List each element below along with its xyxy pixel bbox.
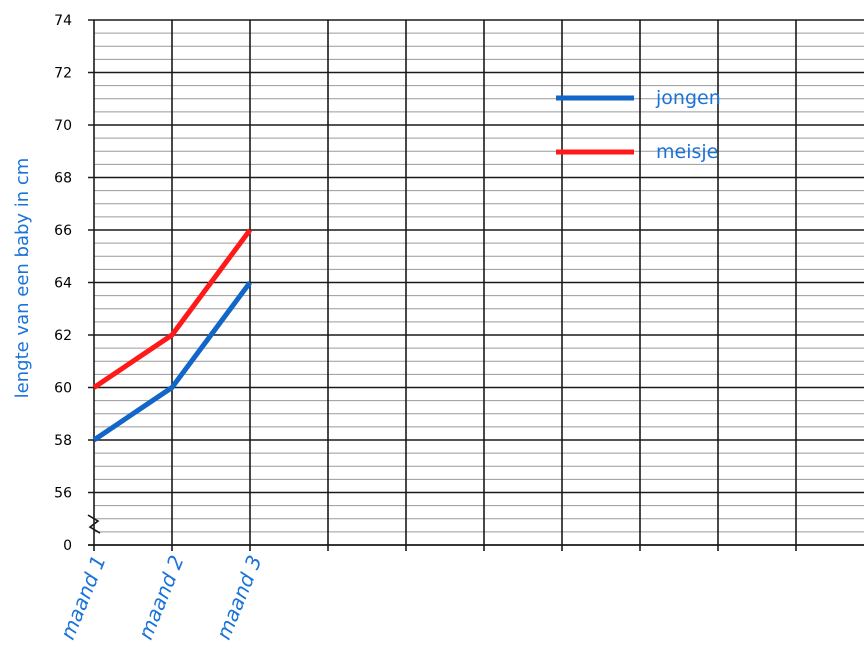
y-axis-label: lengte van een baby in cm: [12, 158, 33, 399]
y-tick-label: 74: [54, 13, 72, 29]
x-tick-label: maand 2: [133, 552, 188, 643]
x-tick-label: maand 3: [211, 552, 266, 643]
y-tick-label: 66: [54, 223, 72, 239]
y-tick-label: 64: [54, 276, 72, 292]
y-tick-label: 72: [54, 66, 72, 82]
legend-label-meisje: meisje: [656, 141, 718, 163]
x-tick-label: maand 1: [55, 552, 110, 643]
axis-break-mark: [87, 514, 101, 534]
y-tick-label: 68: [54, 171, 72, 187]
legend: jongen meisje: [556, 87, 721, 163]
y-tick-label: 60: [54, 381, 72, 397]
y-tick-label: 62: [54, 328, 72, 344]
y-tick-label-zero: 0: [63, 538, 72, 554]
y-axis-ticks: 74 72 70 68 66 64 62 60 58 56 0: [54, 13, 72, 554]
y-tick-label: 70: [54, 118, 72, 134]
y-tick-label: 56: [54, 486, 72, 502]
chart-grid: [87, 19, 864, 551]
legend-label-jongen: jongen: [655, 87, 721, 109]
y-tick-label: 58: [54, 433, 72, 449]
series-lines: [92, 228, 253, 443]
x-axis-ticks: maand 1 maand 2 maand 3: [55, 552, 266, 643]
